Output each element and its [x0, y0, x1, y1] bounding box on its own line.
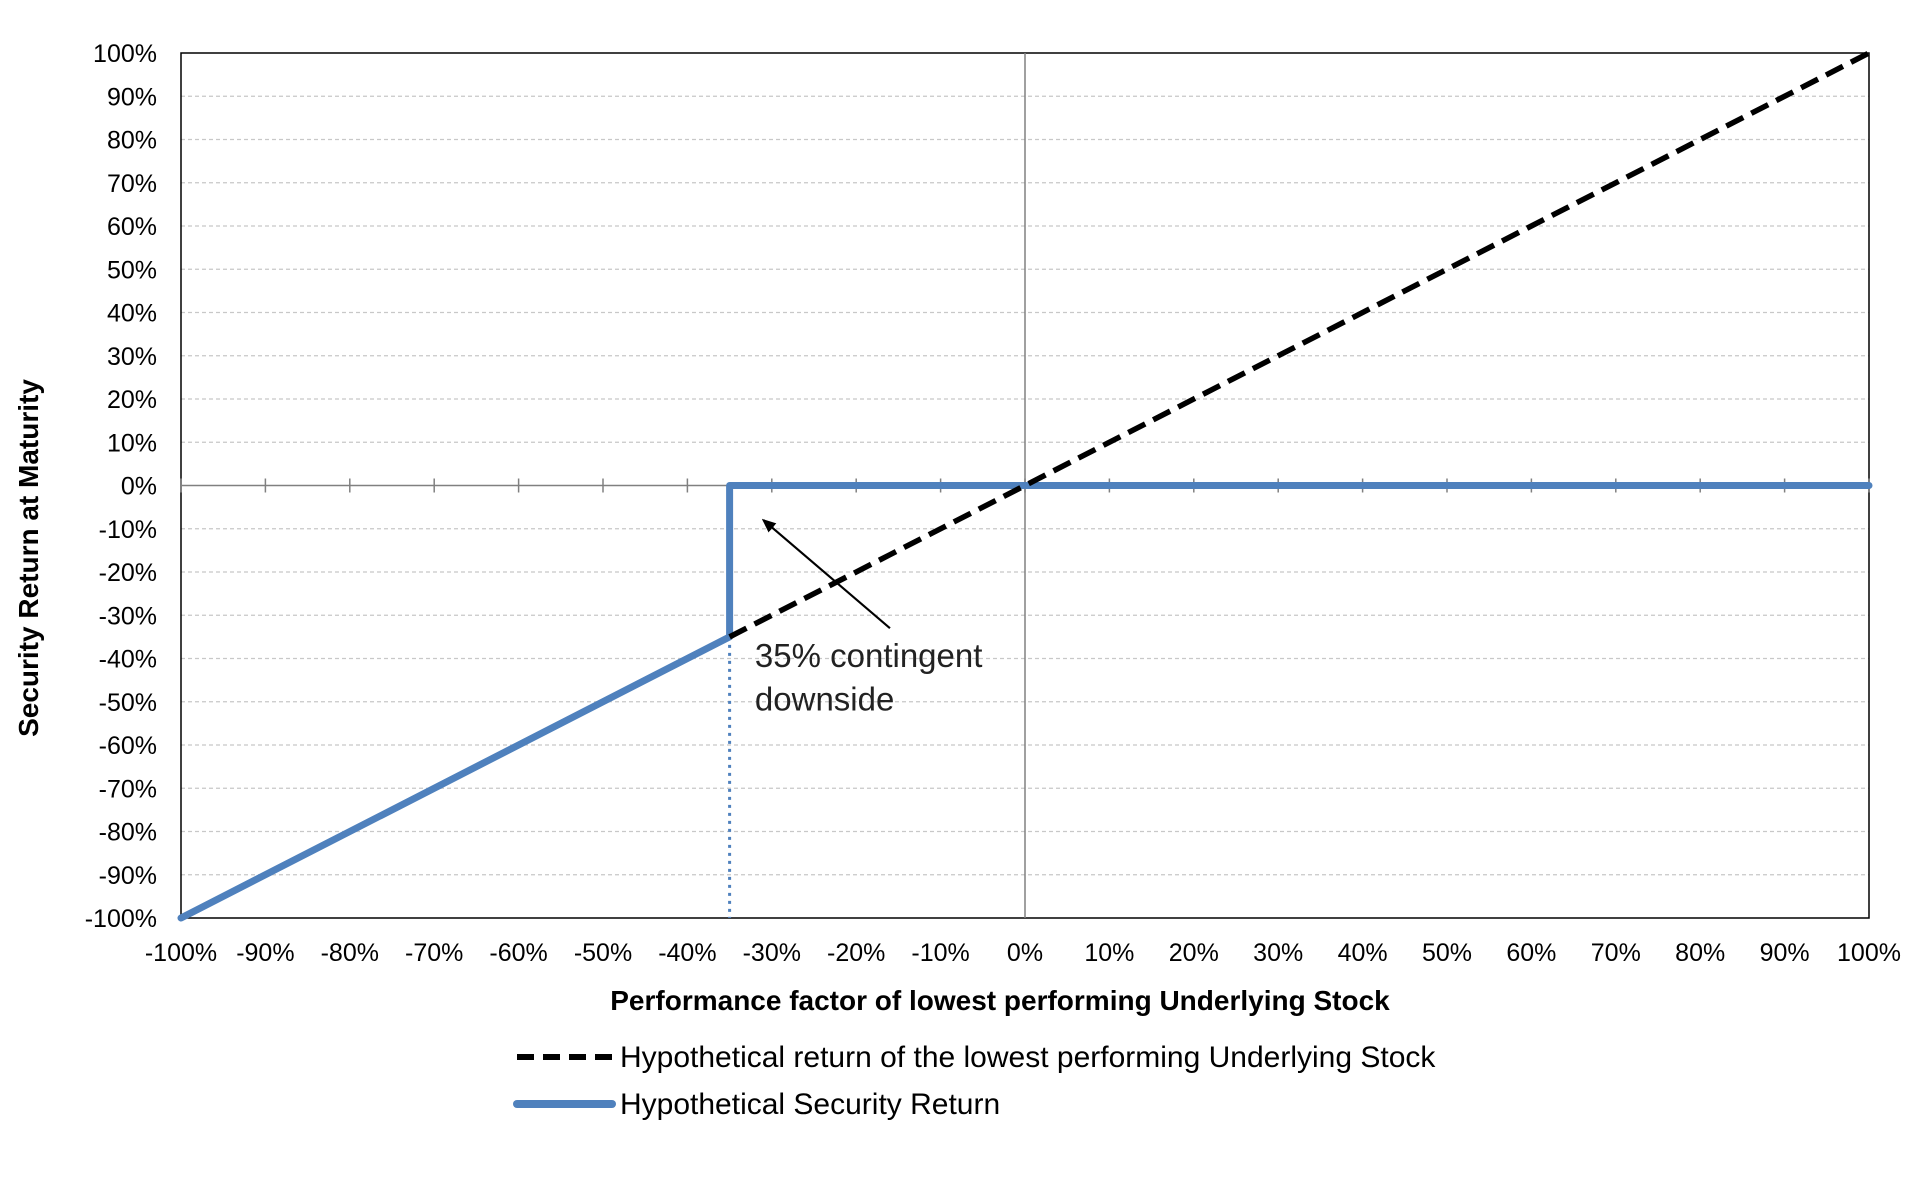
x-tick-label: -100% [145, 939, 217, 967]
y-tick-label: 70% [107, 170, 157, 198]
legend-label-security: Hypothetical Security Return [620, 1088, 1000, 1121]
x-tick-label: -10% [911, 939, 969, 967]
series-layer [177, 50, 1873, 922]
x-tick-label: 80% [1675, 939, 1725, 967]
annotation-layer: 35% contingent downside [755, 518, 983, 717]
x-tick-label: 90% [1760, 939, 1810, 967]
x-tick-label: 20% [1169, 939, 1219, 967]
annotation-text-line-2: downside [755, 680, 894, 717]
x-tick-label: 10% [1084, 939, 1134, 967]
x-axis-title: Performance factor of lowest performing … [610, 985, 1390, 1016]
y-tick-label: 60% [107, 213, 157, 241]
x-tick-label: -30% [743, 939, 801, 967]
y-axis-title: Security Return at Maturity [13, 379, 44, 737]
legend: Hypothetical return of the lowest perfor… [513, 1041, 1436, 1121]
x-tick-label: -40% [658, 939, 716, 967]
x-tick-label: 0% [1007, 939, 1043, 967]
y-tick-label: 80% [107, 127, 157, 155]
x-tick-label: 60% [1506, 939, 1556, 967]
x-tick-label: 40% [1338, 939, 1388, 967]
x-tick-label: 50% [1422, 939, 1472, 967]
x-tick-label: -70% [405, 939, 463, 967]
y-tick-label: -20% [99, 559, 157, 587]
y-tick-label: 100% [93, 40, 157, 68]
x-tick-label: -60% [489, 939, 547, 967]
x-tick-label: -50% [574, 939, 632, 967]
x-tick-label: 100% [1837, 939, 1901, 967]
legend-label-stock: Hypothetical return of the lowest perfor… [620, 1041, 1436, 1074]
y-tick-label: 20% [107, 386, 157, 414]
y-tick-label: 40% [107, 300, 157, 328]
y-tick-label: -60% [99, 732, 157, 760]
y-tick-label: 10% [107, 429, 157, 457]
annotation-text-line-1: 35% contingent [755, 637, 983, 674]
legend-item-stock: Hypothetical return of the lowest perfor… [517, 1041, 1436, 1074]
x-tick-label: -80% [321, 939, 379, 967]
series-line-security-return [177, 482, 1873, 922]
x-tick-label: 70% [1591, 939, 1641, 967]
y-tick-label: -90% [99, 862, 157, 890]
y-tick-label: -30% [99, 602, 157, 630]
x-tick-label: 30% [1253, 939, 1303, 967]
tick-labels: 100% 90% 80% 70% 60% 50% 40% 30% 20% 10% 0% -10% -20… [85, 40, 1901, 967]
y-tick-label: 0% [121, 473, 157, 501]
x-tick-label: -20% [827, 939, 885, 967]
legend-item-security: Hypothetical Security Return [513, 1088, 1000, 1121]
y-tick-label: -40% [99, 646, 157, 674]
y-tick-label: 90% [107, 83, 157, 111]
y-tick-label: 30% [107, 343, 157, 371]
y-tick-label: -80% [99, 819, 157, 847]
series-line-stock-return [728, 50, 1871, 640]
y-tick-label: -70% [99, 775, 157, 803]
x-tick-label: -90% [236, 939, 294, 967]
y-tick-label: -100% [85, 905, 157, 933]
y-tick-label: -10% [99, 516, 157, 544]
annotation-arrow [761, 518, 891, 630]
y-tick-label: 50% [107, 256, 157, 284]
y-tick-label: -50% [99, 689, 157, 717]
